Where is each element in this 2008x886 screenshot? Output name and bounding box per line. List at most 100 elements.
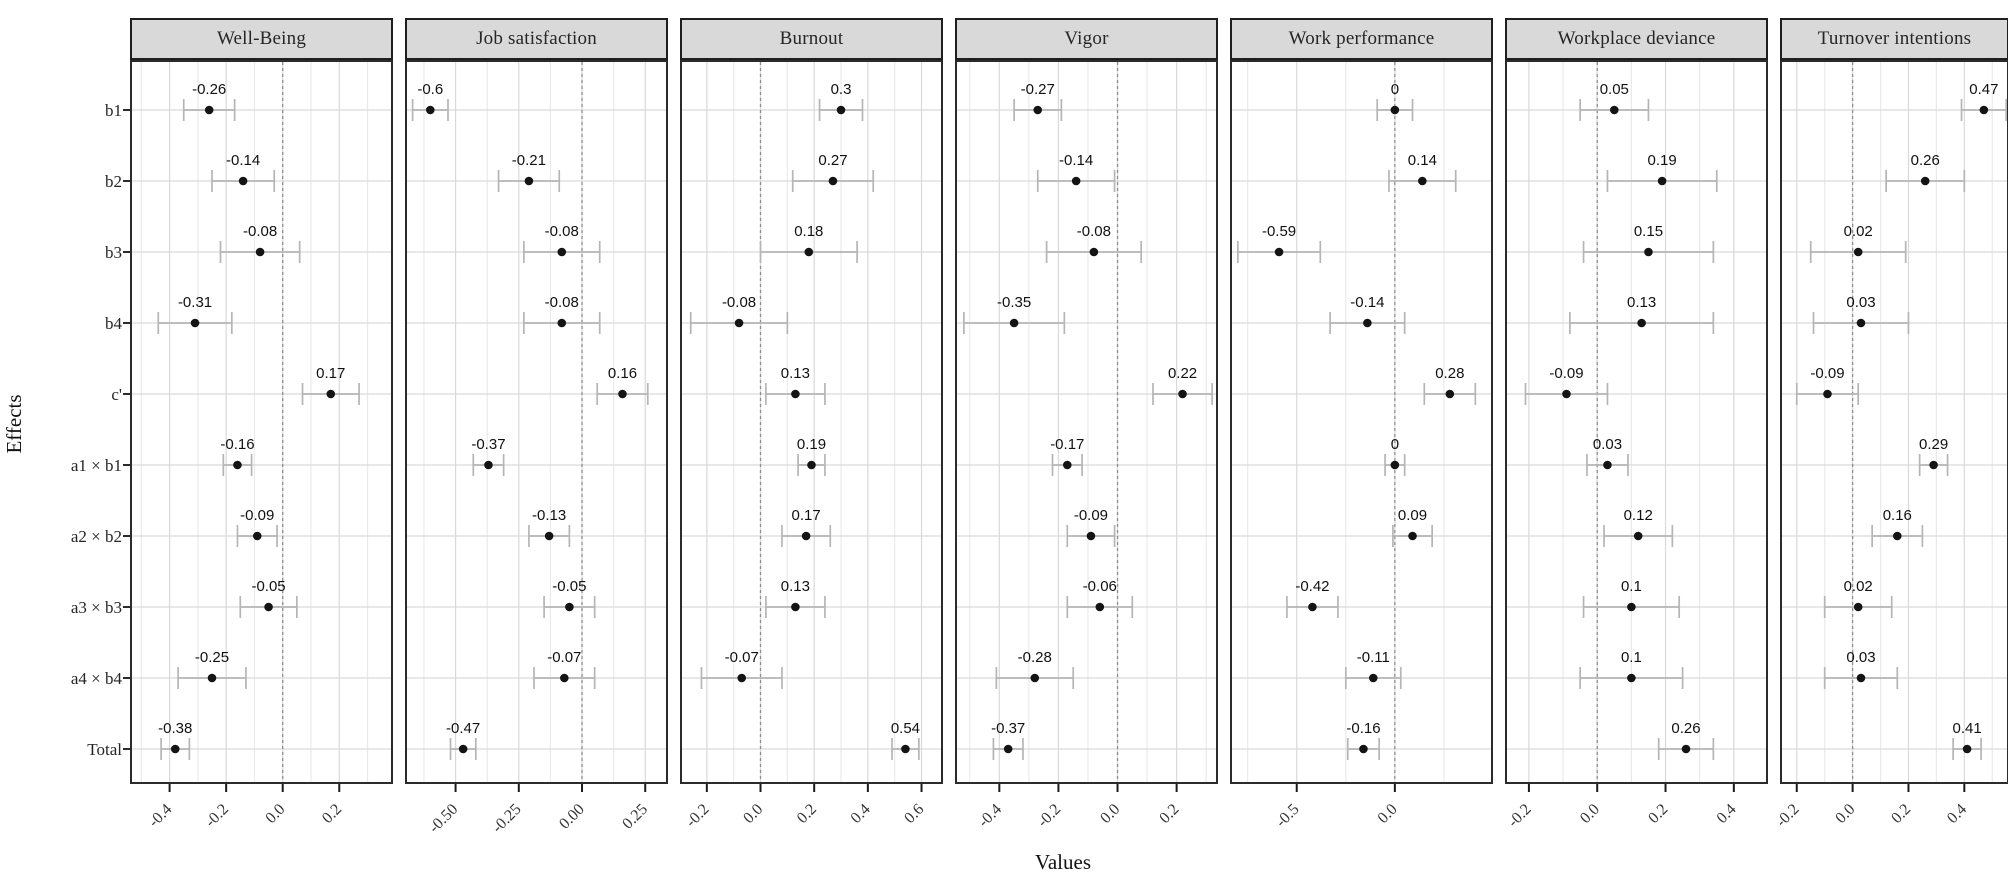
value-label: 0.13 [781,578,810,595]
data-point [1274,247,1284,257]
x-axis-title: Values [1035,850,1091,874]
facet-plot: -0.26 -0.14 -0.08 -0.31 0.17 -0.16 -0.09 -0.05 -… [130,60,393,831]
data-point [1562,389,1571,399]
x-tick-label: 0.6 [901,801,927,827]
value-label: 0 [1391,436,1399,453]
data-point [1368,673,1378,683]
value-label: 0.29 [1919,436,1948,453]
value-label: 0.26 [1671,720,1700,737]
data-point [1644,247,1653,257]
data-point [1853,247,1863,257]
data-point [1086,531,1096,541]
data-point [1009,318,1019,328]
facet-title: Workplace deviance [1505,18,1768,60]
panel-border [680,60,943,784]
data-point [807,460,816,470]
value-label: -0.11 [1357,649,1390,666]
data-point [1633,531,1643,541]
value-label: -0.08 [545,223,579,240]
value-label: -0.6 [417,81,443,98]
data-point [484,460,493,470]
data-point [791,389,800,399]
data-point [326,389,336,399]
panel-border [1505,60,1768,784]
data-point [1856,318,1866,328]
facet-well-being: Well-Being -0.26 -0.14 -0.08 -0.31 0.17 -0.16-… [130,18,393,848]
value-label: 0.19 [797,436,826,453]
facet-title: Vigor [955,18,1218,60]
data-point [264,602,273,612]
facet-plot: 0.05 0.19 0.15 0.13 -0.09 0.03 0.12 0.1 0.1 0.26 -… [1505,60,1768,831]
x-tick-label: 0.2 [319,801,345,827]
data-point [1089,247,1099,257]
data-point [565,602,574,612]
data-point [1609,105,1619,115]
value-label: 0.22 [1168,365,1197,382]
y-tick-label: c' [111,385,122,404]
facet-title: Work performance [1230,18,1493,60]
y-tick-label: b1 [105,101,122,120]
data-point [233,460,242,470]
x-tick-label: 0.0 [1375,801,1401,827]
y-tick-label: a3 × b3 [71,598,122,617]
data-point [1390,105,1400,115]
value-label: 0.3 [831,81,852,98]
facet-plot: 0.3 0.27 0.18 -0.08 0.13 0.19 0.17 0.13 -0.07 0.5… [680,60,943,831]
value-label: 0.19 [1648,152,1677,169]
value-label: -0.38 [158,720,192,737]
y-tick-label: b2 [105,172,122,191]
facet-job-satisfaction: Job satisfaction -0.6 -0.21 -0.08 -0.08 0.16-… [405,18,668,848]
data-point [791,602,800,612]
x-tick-label: 0.2 [1888,801,1914,827]
facet-panels: Well-Being -0.26 -0.14 -0.08 -0.31 0.17 -0.16-… [130,18,2008,848]
facet-title: Job satisfaction [405,18,668,60]
data-point [1363,318,1372,328]
value-label: -0.27 [1021,81,1055,98]
value-label: 0.17 [792,507,821,524]
data-point [255,247,265,257]
x-tick-label: 0.4 [848,801,874,827]
data-point [1418,176,1427,186]
x-tick-label: 0.2 [1645,801,1671,827]
data-point [1359,744,1368,754]
y-tick-label: Total [87,740,122,759]
value-label: 0.02 [1844,578,1873,595]
x-tick-label: 0.2 [794,801,820,827]
x-tick-label: -0.2 [1034,801,1064,831]
value-label: 0.13 [1627,294,1656,311]
y-axis-title: Effects [2,394,26,453]
x-tick-label: 0.0 [1097,801,1123,827]
value-label: 0.03 [1846,649,1875,666]
value-label: -0.26 [192,81,226,98]
data-point [734,318,744,328]
value-label: -0.05 [552,578,586,595]
value-label: -0.37 [991,720,1025,737]
data-point [1856,673,1866,683]
value-label: 0.02 [1844,223,1873,240]
facet-burnout: Burnout 0.3 0.27 0.18 -0.08 0.13 0.19 0.17 0.13 -… [680,18,943,848]
panel-border [1780,60,2008,784]
y-tick-label: a4 × b4 [71,669,123,688]
value-label: 0 [1391,81,1399,98]
y-tick-label: b4 [105,314,123,333]
x-tick-label: -0.2 [1505,801,1535,831]
value-label: -0.21 [512,152,546,169]
y-tick-label: b3 [105,243,122,262]
panel-border [955,60,1218,784]
data-point [557,318,567,328]
panel-border [1230,60,1493,784]
data-point [828,176,838,186]
data-point [801,531,811,541]
x-tick-label: -0.4 [145,801,175,831]
value-label: -0.09 [1810,365,1844,382]
value-label: -0.13 [532,507,566,524]
value-label: -0.17 [1050,436,1084,453]
data-point [1962,744,1972,754]
value-label: 0.12 [1624,507,1653,524]
facet-title: Burnout [680,18,943,60]
value-label: 0.09 [1398,507,1427,524]
value-label: 0.16 [608,365,637,382]
data-point [1308,602,1317,612]
x-tick-label: 0.0 [262,801,288,827]
